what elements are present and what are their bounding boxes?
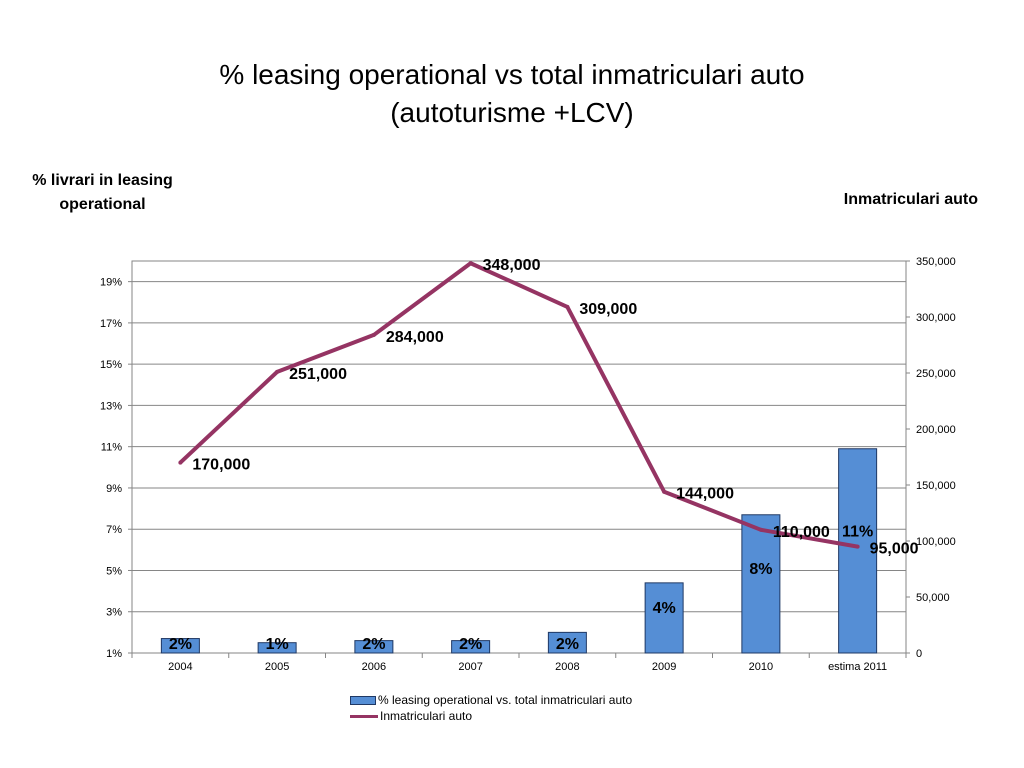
left-tick-label: 11%	[101, 442, 122, 454]
chart-title: % leasing operational vs total inmatricu…	[0, 56, 1024, 132]
x-tick-label: 2008	[555, 661, 579, 673]
line-point	[178, 460, 183, 465]
bar-data-label: 2%	[556, 636, 579, 653]
x-tick-label: 2004	[168, 661, 192, 673]
left-tick-label: 15%	[100, 359, 122, 371]
bar	[354, 640, 394, 654]
bar-data-label: 2%	[169, 636, 192, 653]
right-tick-label: 150,000	[916, 480, 956, 492]
left-tick-label: 1%	[106, 648, 122, 660]
line-point	[855, 544, 860, 549]
line-data-label: 170,000	[192, 457, 250, 474]
left-tick-label: 7%	[106, 524, 122, 536]
line-point	[662, 489, 667, 494]
line-point	[371, 332, 376, 337]
x-tick-label: 2009	[652, 661, 676, 673]
bar	[160, 638, 200, 654]
line-point	[565, 304, 570, 309]
legend-bar-label: % leasing operational vs. total inmatric…	[378, 693, 633, 707]
line-data-label: 95,000	[870, 541, 919, 558]
left-tick-label: 17%	[100, 318, 122, 330]
line-data-label: 348,000	[483, 257, 541, 274]
x-tick-label: 2006	[362, 661, 386, 673]
line-data-label: 284,000	[386, 329, 444, 346]
right-tick-label: 0	[916, 648, 922, 660]
left-axis-title: % livrari in leasing operational	[32, 172, 173, 213]
bar-data-label: 2%	[362, 636, 385, 653]
x-tick-label: 2005	[265, 661, 289, 673]
right-tick-label: 300,000	[916, 312, 956, 324]
legend-item-bar: % leasing operational vs. total inmatric…	[350, 692, 632, 708]
bar	[741, 514, 781, 654]
right-tick-label: 350,000	[916, 256, 956, 268]
left-tick-label: 5%	[106, 565, 122, 577]
right-axis-title: Inmatriculari auto	[843, 191, 978, 208]
bar-data-label: 4%	[653, 600, 676, 617]
bar-data-label: 8%	[749, 561, 772, 578]
bar-data-label: 2%	[459, 636, 482, 653]
x-tick-label: 2010	[749, 661, 773, 673]
bar-data-label: 1%	[266, 636, 289, 653]
legend-bar-swatch	[350, 695, 376, 705]
right-tick-label: 50,000	[916, 592, 950, 604]
bar	[644, 582, 684, 654]
chart-title-line-1: % leasing operational vs total inmatricu…	[219, 59, 805, 90]
legend-line-swatch	[350, 714, 378, 718]
left-tick-label: 9%	[106, 483, 122, 495]
line-series	[179, 261, 858, 549]
right-tick-label: 250,000	[916, 368, 956, 380]
legend: % leasing operational vs. total inmatric…	[350, 692, 632, 724]
line-data-label: 309,000	[579, 301, 637, 318]
line-data-label: 251,000	[289, 366, 347, 383]
x-tick-label: estima 2011	[828, 661, 887, 673]
line-point	[468, 261, 473, 266]
chart-title-line-2: (autoturisme +LCV)	[390, 97, 634, 128]
bar	[838, 448, 878, 654]
left-tick-label: 13%	[100, 400, 122, 412]
legend-item-line: Inmatriculari auto	[350, 708, 632, 724]
line-point	[275, 369, 280, 374]
bar	[257, 642, 297, 654]
legend-line-label: Inmatriculari auto	[380, 709, 473, 723]
left-tick-label: 19%	[100, 277, 122, 289]
right-tick-label: 200,000	[916, 424, 956, 436]
bar	[451, 640, 491, 654]
bar-data-label: 11%	[842, 524, 873, 541]
right-tick-label: 100,000	[916, 536, 956, 548]
line-data-label: 144,000	[676, 486, 734, 503]
line-data-label: 110,000	[773, 524, 830, 541]
bar	[547, 631, 587, 654]
left-tick-label: 3%	[106, 607, 122, 619]
x-tick-label: 2007	[458, 661, 482, 673]
line-point	[758, 527, 763, 532]
